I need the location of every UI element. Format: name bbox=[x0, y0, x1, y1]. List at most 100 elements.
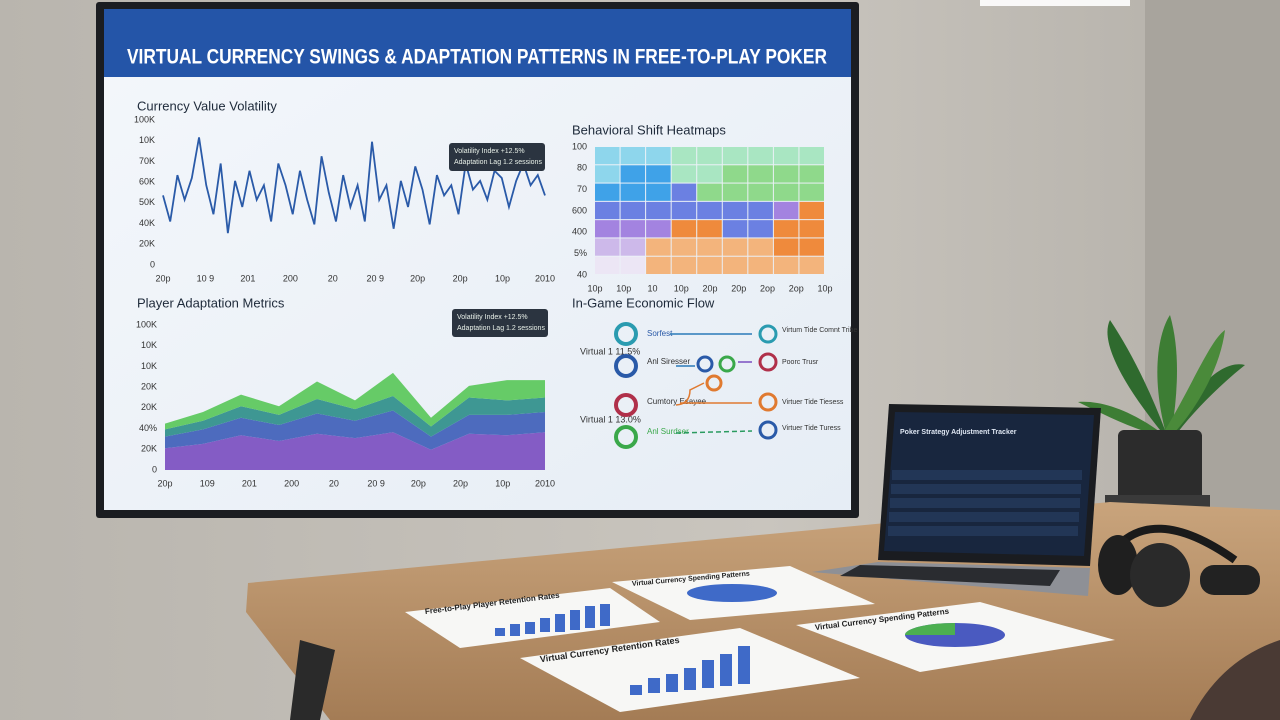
tooltip bbox=[452, 309, 548, 337]
heat-cell bbox=[671, 220, 697, 238]
chip bbox=[758, 352, 778, 372]
x-tick-label: 10p bbox=[495, 273, 510, 283]
tooltip bbox=[449, 143, 545, 171]
heat-cell bbox=[773, 220, 799, 238]
heat-cell bbox=[697, 238, 722, 256]
heat-cell bbox=[748, 256, 773, 274]
flow-target: Poorc Trusr bbox=[782, 359, 819, 366]
heat-cell bbox=[722, 165, 748, 183]
x-tick-label: 201 bbox=[240, 273, 255, 283]
tooltip-text: Volatility Index +12.5% bbox=[454, 148, 525, 155]
x-tick-label: 20 9 bbox=[366, 273, 384, 283]
y-tick-label: 20K bbox=[141, 382, 157, 392]
heat-cell bbox=[697, 256, 722, 274]
flow-diagram: In-Game Economic Flow Virtual 1 11.5% Vi… bbox=[572, 295, 857, 449]
heat-cell bbox=[722, 183, 748, 201]
heat-cell bbox=[671, 183, 697, 201]
x-tick-label: 2op bbox=[760, 283, 775, 293]
area bbox=[165, 410, 545, 450]
y-tick-label: 50K bbox=[139, 197, 155, 207]
flow-target: Virtuer Tide Turess bbox=[782, 425, 841, 432]
y-tick-label: 60K bbox=[139, 177, 155, 187]
heat-cell bbox=[646, 220, 671, 238]
heat-cell bbox=[748, 165, 773, 183]
area bbox=[165, 396, 545, 437]
heat-cell bbox=[646, 183, 671, 201]
heat-cell bbox=[671, 147, 697, 165]
heat-cell bbox=[697, 201, 722, 220]
heat-cell bbox=[620, 256, 646, 274]
flow-source: Cumtory Esayee bbox=[647, 397, 707, 406]
title-band bbox=[104, 9, 851, 77]
x-tick-label: 20p bbox=[702, 283, 717, 293]
chip bbox=[758, 392, 778, 412]
laptop-table bbox=[888, 470, 1082, 536]
heat-cell bbox=[773, 238, 799, 256]
heat-cell bbox=[671, 238, 697, 256]
heat-cell bbox=[773, 256, 799, 274]
heat-cell bbox=[722, 256, 748, 274]
heat-cell bbox=[646, 165, 671, 183]
heat-cell bbox=[595, 183, 620, 201]
y-tick-label: 20K bbox=[141, 444, 157, 454]
heat-cell bbox=[799, 220, 824, 238]
y-tick-label: 100K bbox=[134, 114, 155, 124]
tooltip-text: Adaptation Lag 1.2 sessions bbox=[457, 325, 545, 332]
heat-cell bbox=[697, 183, 722, 201]
y-tick-label: 10K bbox=[139, 135, 155, 145]
x-tick-label: 2010 bbox=[535, 478, 555, 488]
table-leg bbox=[290, 640, 335, 720]
heat-cell bbox=[697, 220, 722, 238]
y-tick-label: 400 bbox=[572, 227, 587, 237]
heat-cell bbox=[620, 165, 646, 183]
flow-target: Virtum Tide Comnt Tribe bbox=[782, 327, 857, 334]
chip bbox=[718, 355, 736, 373]
heat-cell bbox=[722, 147, 748, 165]
heat-cell bbox=[799, 238, 824, 256]
y-tick-label: 80 bbox=[577, 163, 587, 173]
chart-title: Currency Value Volatility bbox=[137, 98, 277, 113]
chart-title: In-Game Economic Flow bbox=[572, 295, 715, 310]
x-tick-label: 10p bbox=[587, 283, 602, 293]
y-tick-label: 10K bbox=[141, 340, 157, 350]
heat-cell bbox=[722, 201, 748, 220]
heat-cell bbox=[646, 201, 671, 220]
y-tick-label: 100 bbox=[572, 141, 587, 151]
heat-cell bbox=[595, 147, 620, 165]
heat-cell bbox=[595, 165, 620, 183]
chip bbox=[758, 420, 778, 440]
heat-cell bbox=[799, 256, 824, 274]
heat-cell bbox=[671, 256, 697, 274]
heat-cell bbox=[773, 165, 799, 183]
heat-cell bbox=[722, 238, 748, 256]
y-tick-label: 20K bbox=[139, 239, 155, 249]
keyboard bbox=[840, 565, 1060, 586]
y-tick-label: 40 bbox=[577, 269, 587, 279]
heat-cell bbox=[773, 201, 799, 220]
heat-cell bbox=[646, 147, 671, 165]
heat-cell bbox=[620, 183, 646, 201]
heat-cell bbox=[697, 147, 722, 165]
paper-pie bbox=[905, 623, 955, 635]
heat-cell bbox=[595, 238, 620, 256]
chip bbox=[705, 374, 723, 392]
heat-cell bbox=[799, 201, 824, 220]
heat-cell bbox=[620, 201, 646, 220]
flow-source: Anl Siresser bbox=[647, 357, 690, 366]
y-tick-label: 20K bbox=[141, 402, 157, 412]
heat-cell bbox=[671, 165, 697, 183]
chip bbox=[758, 324, 778, 344]
x-tick-label: 20p bbox=[731, 283, 746, 293]
chip bbox=[614, 354, 638, 378]
plant bbox=[1078, 315, 1245, 509]
flow-left-label: Virtual 1 13.0% bbox=[580, 414, 641, 424]
y-tick-label: 0 bbox=[152, 464, 157, 474]
heat-cell bbox=[799, 147, 824, 165]
y-tick-label: 70K bbox=[139, 156, 155, 166]
screen-title: VIRTUAL CURRENCY SWINGS & ADAPTATION PAT… bbox=[127, 46, 827, 69]
x-tick-label: 10p bbox=[817, 283, 832, 293]
flow-source: Sorfest bbox=[647, 329, 673, 338]
chip bbox=[614, 322, 638, 346]
y-tick-label: 600 bbox=[572, 205, 587, 215]
